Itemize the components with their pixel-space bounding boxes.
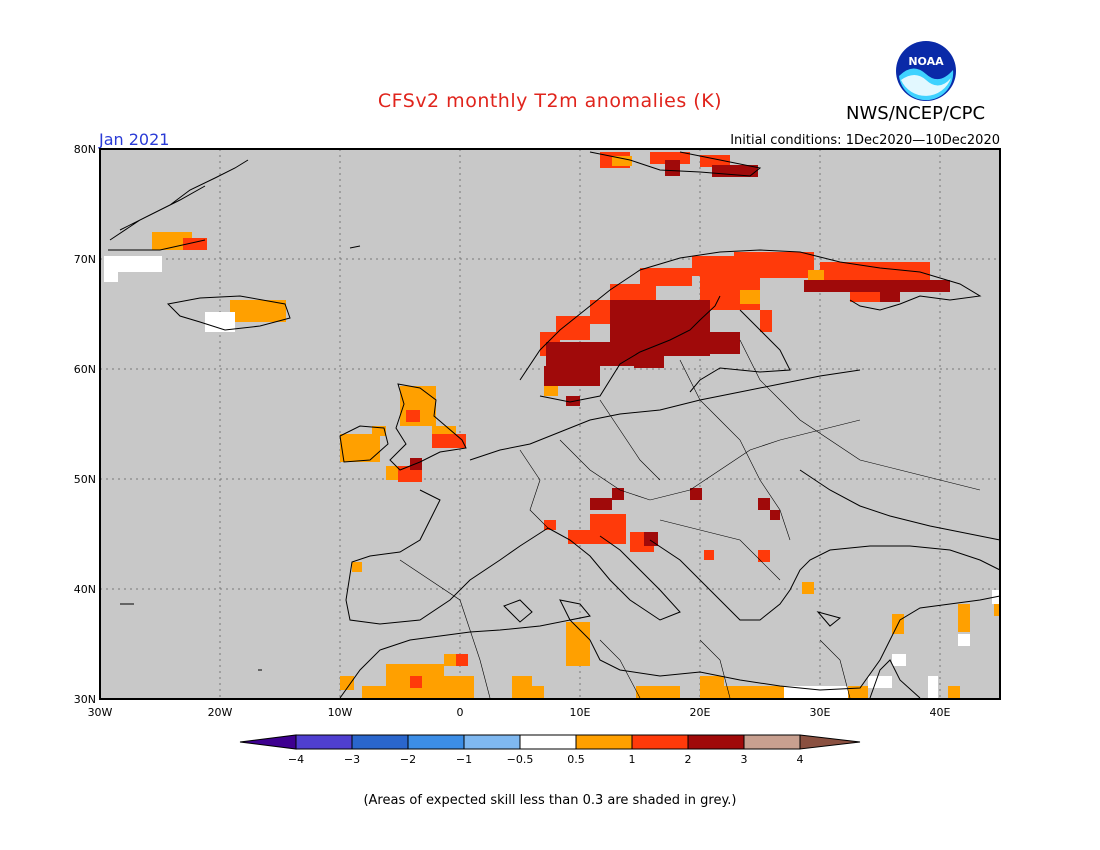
colorbar-label: 2 bbox=[685, 753, 692, 766]
colorbar-segment bbox=[407, 734, 465, 750]
lon-label: 0 bbox=[457, 706, 464, 719]
lon-label: 30W bbox=[88, 706, 113, 719]
colorbar-label: 1 bbox=[629, 753, 636, 766]
lon-label: 20W bbox=[208, 706, 233, 719]
lon-label: 20E bbox=[690, 706, 711, 719]
gridlines bbox=[100, 149, 1000, 699]
lon-label: 40E bbox=[930, 706, 951, 719]
map-background bbox=[100, 149, 1000, 699]
map-title: CFSv2 monthly T2m anomalies (K) bbox=[377, 90, 723, 112]
colorbar-segment bbox=[631, 734, 689, 750]
lat-label: 70N bbox=[74, 253, 96, 266]
colorbar-label: 3 bbox=[741, 753, 748, 766]
colorbar-label: 4 bbox=[797, 753, 804, 766]
colorbar: −4 −3 −2 −1 −0.5 0.5 1 2 3 4 bbox=[239, 734, 861, 766]
lat-axis: 80N 70N 60N 50N 40N 30N bbox=[74, 143, 96, 706]
colorbar-segment bbox=[575, 734, 633, 750]
colorbar-high-arrow bbox=[799, 734, 861, 750]
colorbar-segment bbox=[351, 734, 409, 750]
lat-label: 30N bbox=[74, 693, 96, 706]
lat-label: 40N bbox=[74, 583, 96, 596]
colorbar-segment bbox=[463, 734, 521, 750]
colorbar-label: 0.5 bbox=[567, 753, 585, 766]
noaa-logo: NOAA bbox=[896, 41, 956, 101]
colorbar-label: −1 bbox=[456, 753, 472, 766]
agency-label: NWS/NCEP/CPC bbox=[846, 103, 986, 124]
lon-axis: 30W 20W 10W 0 10E 20E 30E 40E bbox=[88, 706, 951, 719]
colorbar-label: −3 bbox=[344, 753, 360, 766]
lon-label: 10W bbox=[328, 706, 353, 719]
colorbar-segment bbox=[295, 734, 353, 750]
colorbar-segment bbox=[743, 734, 801, 750]
colorbar-label: −4 bbox=[288, 753, 304, 766]
initial-conditions: Initial conditions: 1Dec2020—10Dec2020 bbox=[730, 133, 1000, 148]
country-borders bbox=[399, 339, 981, 699]
colorbar-low-arrow bbox=[239, 734, 297, 750]
colorbar-segment bbox=[519, 734, 577, 750]
forecast-month: Jan 2021 bbox=[99, 130, 170, 149]
colorbar-label: −2 bbox=[400, 753, 416, 766]
colorbar-label: −0.5 bbox=[507, 753, 534, 766]
coastlines bbox=[108, 151, 1001, 699]
lat-label: 50N bbox=[74, 473, 96, 486]
lon-label: 10E bbox=[570, 706, 591, 719]
logo-text: NOAA bbox=[908, 55, 944, 68]
lat-label: 80N bbox=[74, 143, 96, 156]
lat-label: 60N bbox=[74, 363, 96, 376]
map-frame bbox=[99, 148, 1001, 700]
footnote: (Areas of expected skill less than 0.3 a… bbox=[363, 793, 737, 808]
colorbar-segment bbox=[687, 734, 745, 750]
lon-label: 30E bbox=[810, 706, 831, 719]
